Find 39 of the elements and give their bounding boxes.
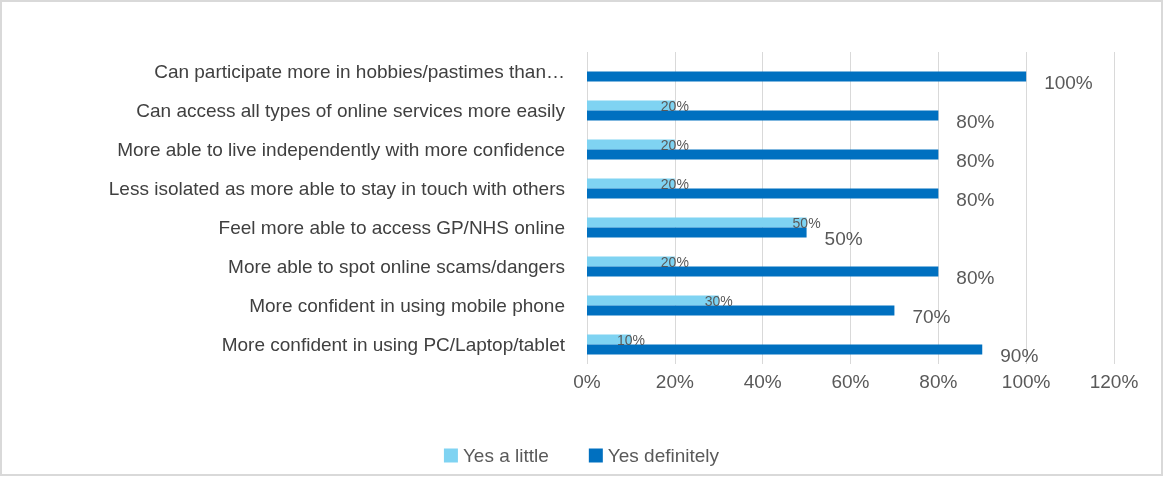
x-tick-label: 20% — [655, 371, 694, 392]
y-tick-label: More able to live independently with more confidence — [117, 139, 565, 160]
data-label: 80% — [956, 111, 995, 132]
legend-label: Yes a little — [462, 445, 549, 466]
data-label: 80% — [956, 267, 995, 288]
y-tick-label: More able to spot online scams/dangers — [228, 256, 565, 277]
x-tick-label: 40% — [743, 371, 782, 392]
x-tick-label: 120% — [1089, 371, 1139, 392]
y-tick-label: More confident in using mobile phone — [249, 295, 565, 316]
bar — [587, 305, 895, 316]
bar — [587, 227, 807, 238]
x-tick-label: 60% — [831, 371, 870, 392]
bar — [587, 188, 939, 199]
data-label: 20% — [660, 253, 689, 270]
data-label: 20% — [660, 175, 689, 192]
y-tick-label: Can participate more in hobbies/pastimes than… — [154, 61, 565, 82]
data-label: 20% — [660, 136, 689, 153]
bar — [587, 266, 939, 277]
data-label: 30% — [704, 292, 733, 309]
data-label: 90% — [1000, 345, 1039, 366]
bar — [587, 110, 939, 121]
bar — [587, 149, 939, 160]
y-tick-label: Less isolated as more able to stay in touch with others — [108, 178, 565, 199]
y-tick-label: Feel more able to access GP/NHS online — [218, 217, 565, 238]
data-label: 80% — [956, 189, 995, 210]
y-tick-label: More confident in using PC/Laptop/tablet — [221, 334, 566, 355]
data-label: 100% — [1044, 72, 1093, 93]
data-label: 20% — [660, 97, 689, 114]
data-label: 80% — [956, 150, 995, 171]
x-tick-label: 0% — [573, 371, 601, 392]
y-tick-label: Can access all types of online services more easily — [136, 100, 566, 121]
bar — [587, 344, 983, 355]
data-label: 50% — [824, 228, 863, 249]
legend-label: Yes definitely — [607, 445, 720, 466]
x-tick-label: 100% — [1001, 371, 1051, 392]
data-label: 70% — [912, 306, 951, 327]
data-label: 50% — [792, 214, 821, 231]
x-tick-label: 80% — [919, 371, 958, 392]
bar — [587, 71, 1027, 82]
